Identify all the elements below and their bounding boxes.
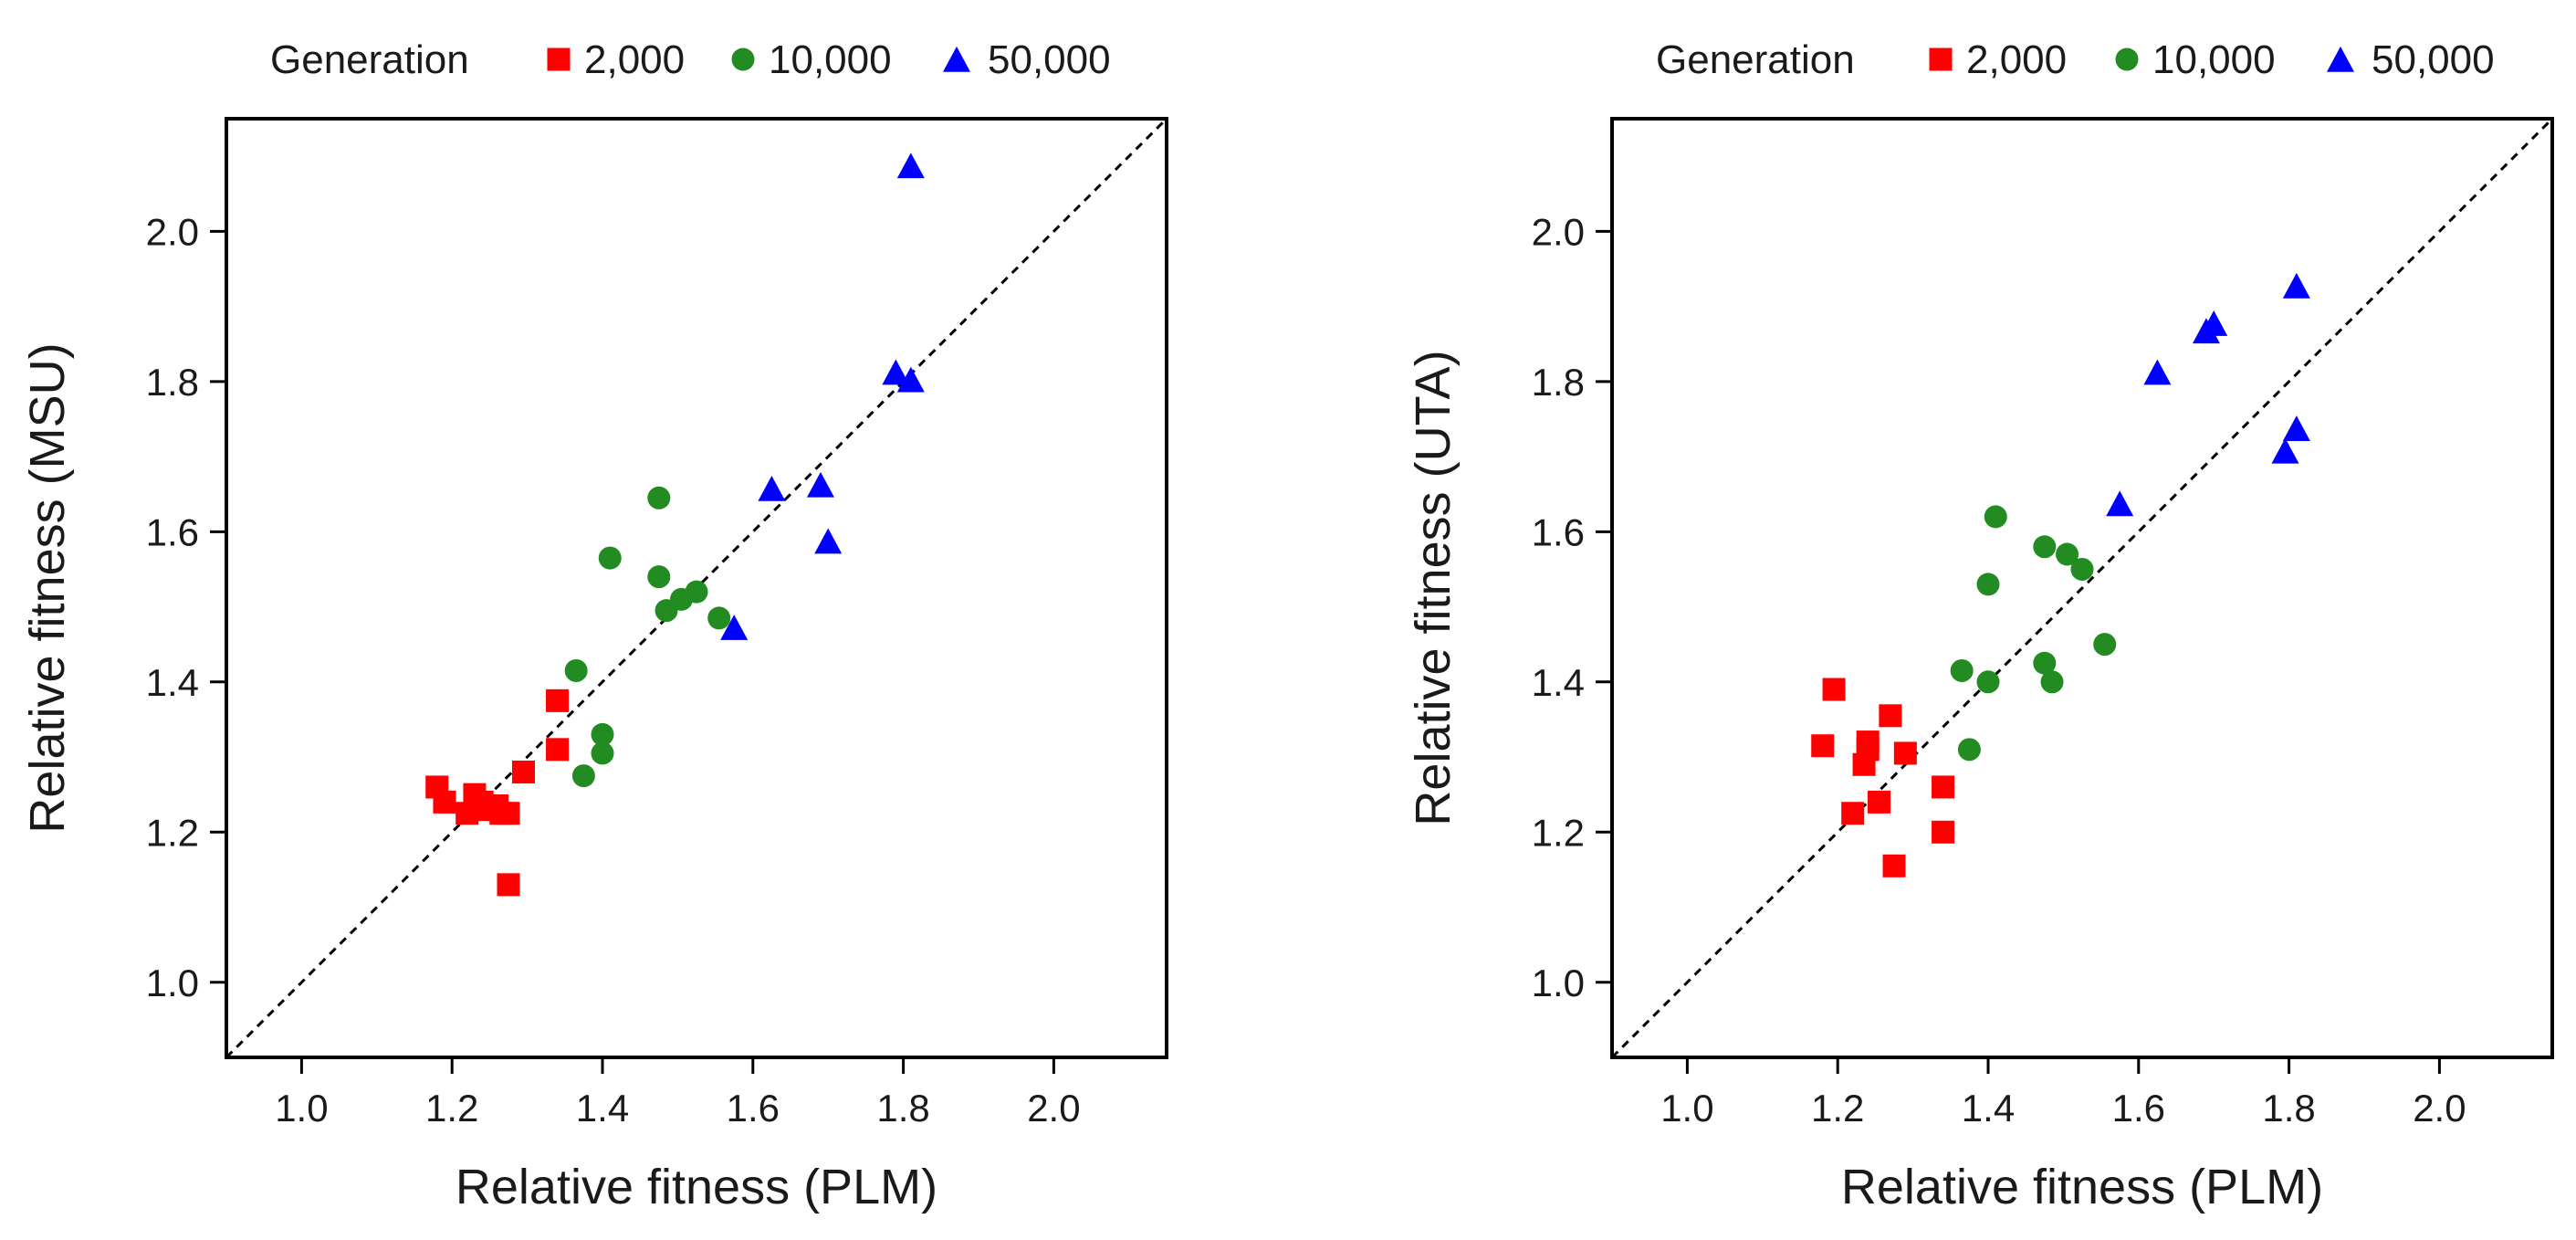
- data-point-circle: [1984, 505, 2007, 529]
- chart-panel-1: 1.0 1.2 1.4 1.6 1.8 2.0 1.0 1.2 1.4 1.6 1.8 2.0 Rela…: [20, 37, 1168, 1214]
- y-tick-label: 1.6: [146, 510, 199, 553]
- y-tick-label: 1.8: [146, 361, 199, 404]
- data-point-circle: [2033, 651, 2057, 675]
- data-point-triangle: [2143, 359, 2172, 385]
- data-point-circle: [707, 606, 731, 630]
- legend-label: 10,000: [769, 37, 892, 82]
- data-point-circle: [647, 486, 671, 510]
- y-axis-label: Relative fitness (UTA): [1406, 350, 1461, 825]
- x-tick-label: 2.0: [1027, 1087, 1080, 1130]
- plot-frame: [225, 117, 1168, 1059]
- data-point-square: [497, 873, 520, 897]
- data-point-triangle: [2282, 415, 2310, 441]
- data-point-circle: [1957, 738, 1981, 762]
- data-point-circle: [2070, 557, 2094, 581]
- plot-frame: [1610, 117, 2554, 1059]
- data-point-square: [546, 688, 570, 712]
- legend-marker-circle: [731, 47, 755, 71]
- data-point-triangle: [896, 366, 925, 393]
- legend-label: 50,000: [2372, 37, 2495, 82]
- legend-title: Generation: [1656, 37, 1855, 82]
- data-point-triangle: [2282, 272, 2310, 299]
- x-tick-label: 1.4: [1962, 1087, 2015, 1130]
- data-point-square: [1932, 820, 1955, 844]
- data-point-circle: [571, 764, 595, 788]
- data-point-triangle: [720, 615, 749, 640]
- data-point-square: [1868, 790, 1891, 814]
- data-point-triangle: [2106, 490, 2134, 517]
- data-point-triangle: [882, 359, 910, 385]
- x-axis-label: Relative fitness (PLM): [456, 1160, 937, 1214]
- y-tick-label: 1.4: [146, 661, 199, 704]
- data-point-triangle: [758, 475, 786, 501]
- legend-marker-circle: [2115, 47, 2139, 71]
- x-tick-label: 1.6: [727, 1087, 780, 1130]
- data-point-circle: [1976, 573, 2000, 596]
- data-point-circle: [2093, 633, 2117, 657]
- data-point-circle: [2033, 535, 2057, 559]
- data-point-circle: [564, 658, 588, 682]
- x-tick-label: 1.4: [576, 1087, 629, 1130]
- legend-marker-square: [1929, 47, 1953, 71]
- data-point-square: [1932, 775, 1955, 799]
- data-point-square: [497, 802, 520, 825]
- x-tick-label: 1.2: [425, 1087, 478, 1130]
- x-tick-label: 1.8: [876, 1087, 929, 1130]
- data-point-triangle: [806, 471, 834, 498]
- y-tick-label: 1.4: [1532, 661, 1585, 704]
- y-tick-label: 1.8: [1532, 361, 1585, 404]
- legend-label: 2,000: [1966, 37, 2067, 82]
- legend-label: 50,000: [988, 37, 1111, 82]
- data-point-circle: [1976, 670, 2000, 694]
- data-point-circle: [598, 546, 622, 570]
- data-point-circle: [2056, 542, 2079, 566]
- data-point-square: [511, 760, 535, 783]
- data-point-square: [1811, 734, 1835, 758]
- legend-title: Generation: [270, 37, 469, 82]
- x-tick-label: 1.2: [1811, 1087, 1864, 1130]
- data-point-triangle: [2271, 437, 2299, 464]
- x-tick-label: 1.0: [275, 1087, 328, 1130]
- y-tick-label: 1.2: [146, 811, 199, 854]
- data-point-square: [1841, 802, 1865, 825]
- data-point-circle: [647, 565, 671, 589]
- data-point-triangle: [896, 152, 925, 179]
- data-point-circle: [591, 722, 614, 746]
- legend-marker-square: [547, 47, 571, 71]
- y-tick-label: 1.2: [1532, 811, 1585, 854]
- y-tick-label: 2.0: [146, 210, 199, 253]
- data-point-circle: [2040, 670, 2064, 694]
- data-point-square: [1893, 741, 1917, 765]
- data-point-square: [1882, 854, 1906, 877]
- x-tick-label: 1.6: [2112, 1087, 2165, 1130]
- x-axis-label: Relative fitness (PLM): [1841, 1160, 2323, 1214]
- data-point-triangle: [814, 528, 843, 554]
- reference-line-y-equals-x: [1610, 117, 2554, 1059]
- data-point-square: [1856, 730, 1880, 754]
- y-tick-label: 1.6: [1532, 510, 1585, 553]
- x-tick-label: 2.0: [2413, 1087, 2466, 1130]
- legend-label: 10,000: [2152, 37, 2276, 82]
- data-point-circle: [1950, 658, 1974, 682]
- legend-marker-triangle: [943, 46, 970, 72]
- data-point-circle: [685, 580, 708, 604]
- chart-panel-2: 1.0 1.2 1.4 1.6 1.8 2.0 1.0 1.2 1.4 1.6 1.8 2.0 Rela…: [1406, 37, 2554, 1214]
- y-tick-label: 1.0: [1532, 962, 1585, 1004]
- data-point-circle: [591, 741, 614, 765]
- data-point-square: [433, 790, 456, 814]
- data-point-square: [1822, 678, 1846, 701]
- data-point-square: [1879, 704, 1902, 728]
- legend-label: 2,000: [584, 37, 685, 82]
- x-tick-label: 1.0: [1660, 1087, 1713, 1130]
- x-tick-label: 1.8: [2262, 1087, 2315, 1130]
- legend: Generation 2,000 10,000 50,000: [270, 37, 1111, 82]
- legend: Generation 2,000 10,000 50,000: [1656, 37, 2495, 82]
- data-point-square: [546, 738, 570, 762]
- data-point-triangle: [2200, 310, 2228, 336]
- legend-marker-triangle: [2327, 46, 2354, 72]
- y-tick-label: 1.0: [146, 962, 199, 1004]
- y-tick-label: 2.0: [1532, 210, 1585, 253]
- y-axis-label: Relative fitness (MSU): [20, 342, 75, 833]
